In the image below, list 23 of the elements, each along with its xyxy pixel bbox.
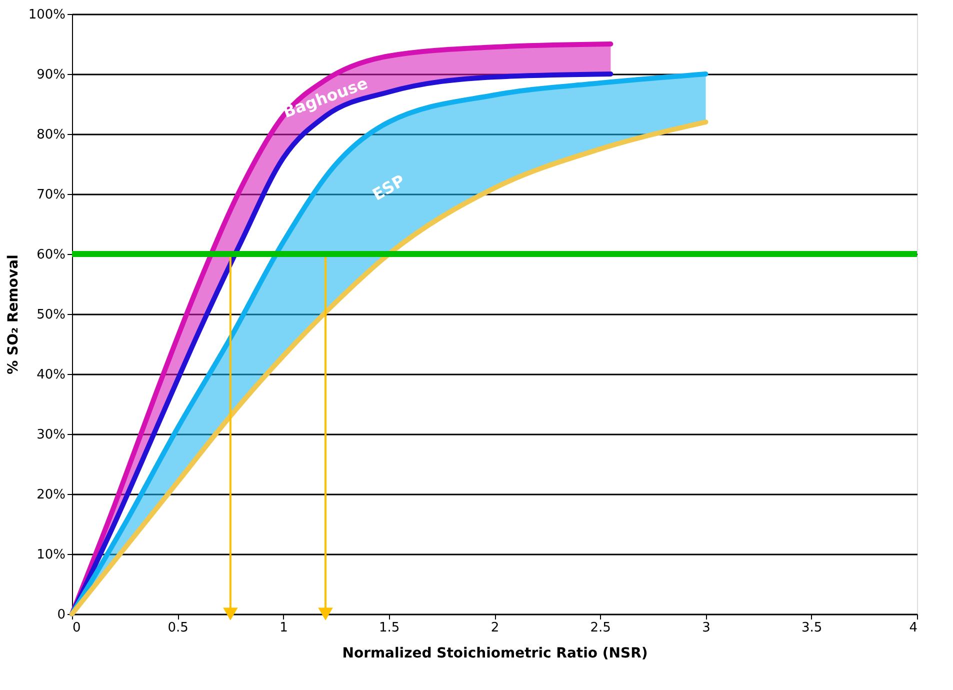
- text: ESP: [369, 170, 408, 204]
- x-tick-label: 0: [72, 620, 81, 636]
- y-tick-label: 40%: [36, 368, 66, 382]
- y-tick-label: 10%: [36, 548, 66, 562]
- y-tick-label: 90%: [36, 68, 66, 82]
- y-tick-label: 60%: [36, 248, 66, 262]
- y-tick-label: 0: [57, 608, 66, 622]
- x-tick-label: 1.5: [379, 620, 400, 636]
- x-tick-label: 2.5: [590, 620, 611, 636]
- y-tick-label: 80%: [36, 128, 66, 142]
- x-tick-label: 3: [702, 620, 710, 636]
- x-axis-title: Normalized Stoichiometric Ratio (NSR): [342, 646, 648, 662]
- x-tick-label: 4: [909, 620, 918, 636]
- y-tick-label: 20%: [36, 488, 66, 502]
- y-tick-label: 70%: [36, 188, 66, 202]
- x-tick-label: 2: [490, 620, 500, 636]
- y-axis-title: % SO₂ Removal: [5, 254, 22, 374]
- y-tick-label: 50%: [36, 308, 66, 322]
- y-tick-label: 100%: [28, 8, 66, 22]
- x-tick-label: 1: [280, 620, 288, 636]
- y-tick-label: 30%: [36, 428, 66, 442]
- x-tick-label: 3.5: [802, 620, 822, 636]
- x-tick-label: 0.5: [168, 620, 188, 636]
